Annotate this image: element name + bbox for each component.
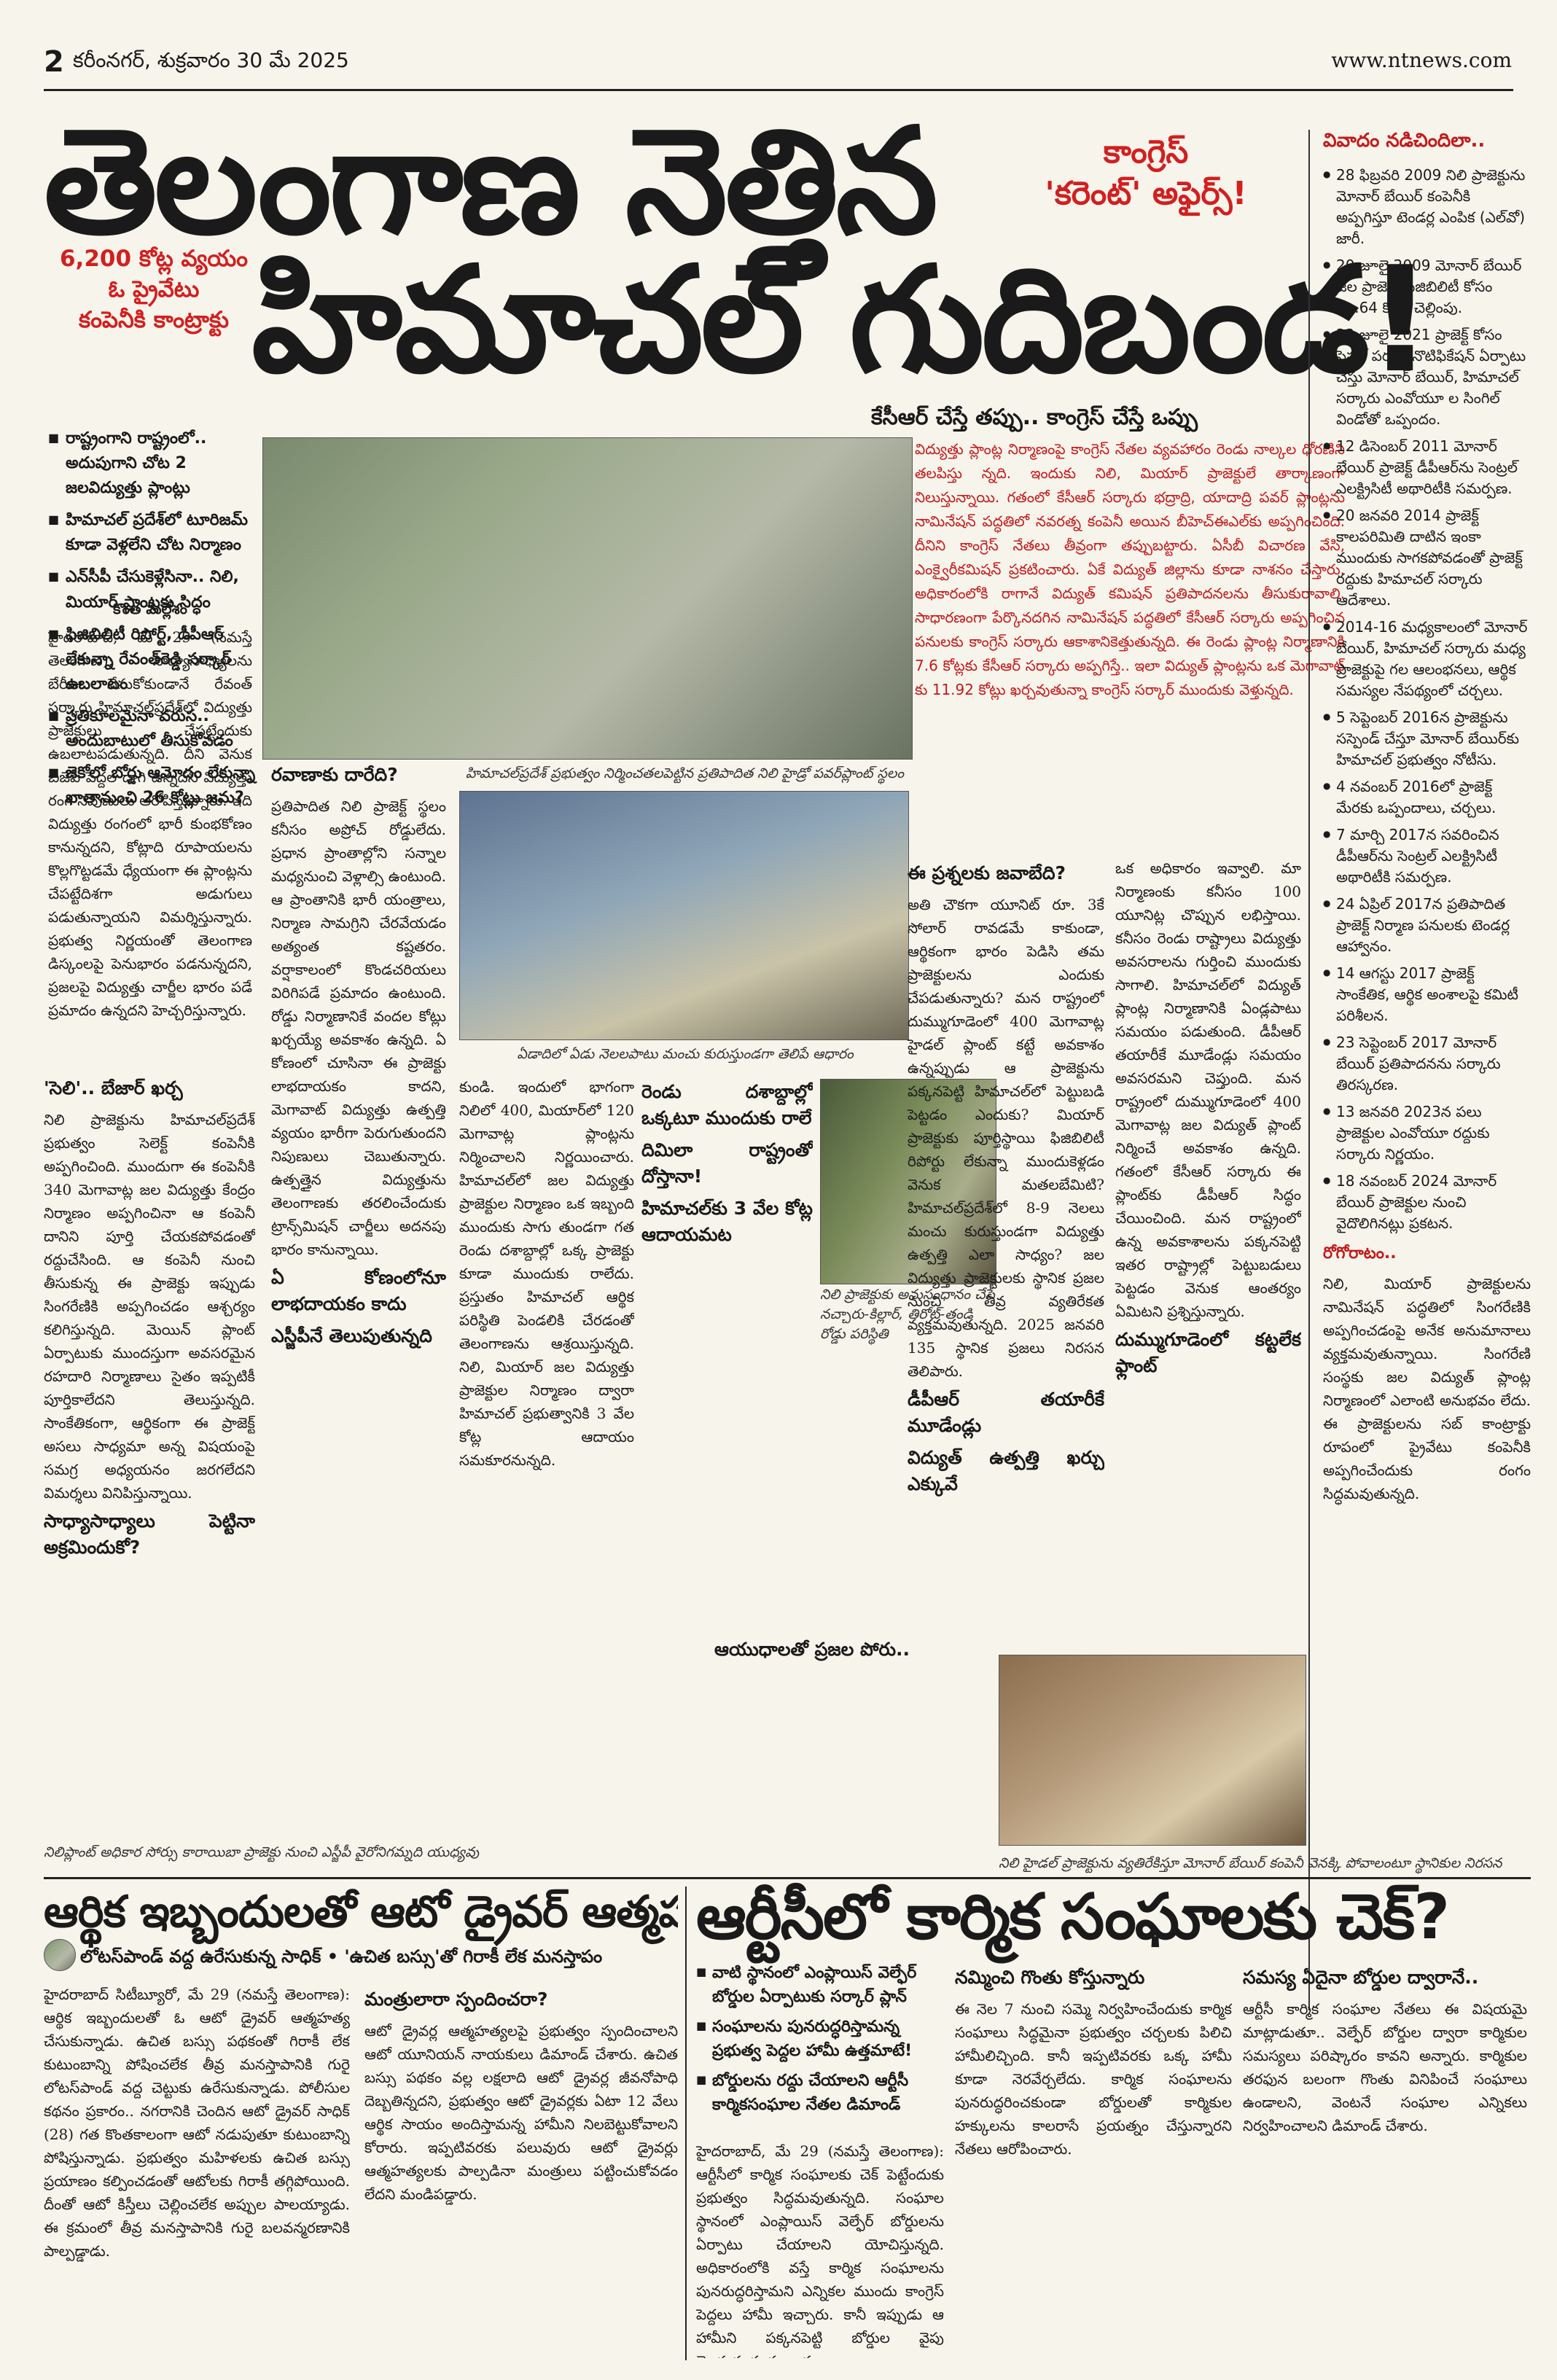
sidebar-subheading: రోగోరాటం.. (1323, 1244, 1397, 1263)
story-bullets: రాష్ట్రంగాని రాష్ట్రంలో.. అదుపుగాని చోట … (48, 426, 260, 818)
timeline-item: 23 సెప్టెంబర్ 2017 మోనార్ బేయిర్ ప్రతిపా… (1323, 1032, 1531, 1096)
column-heading: ఎస్జీపీనే తెలుపుతున్నది (271, 1325, 432, 1346)
rtc-text-2: నమ్మించి గొంతు కోస్తున్నారు ఈ నెల 7 నుంచ… (955, 1961, 1232, 2358)
column-heading: దిమిలా రాష్ట్రంతో దోస్తానా! (641, 1139, 813, 1187)
highlight-line: కంపెనీకి కాంట్రాక్టు (79, 306, 229, 333)
timeline-item: 5 సెప్టెంబర్ 2016న ప్రాజెక్టును సస్పెండ్… (1323, 707, 1531, 770)
timeline-sidebar: వివాదం నడిచిందిలా.. 28 ఫిబ్రవరి 2009 నిల… (1308, 130, 1531, 2010)
column-heading: సాధ్యాసాధ్యాలు పెట్టినా అక్రమిందుకో? (44, 1510, 255, 1558)
column-heading: హిమాచల్‌కు 3 వేల కోట్ల ఆదాయమట (641, 1198, 813, 1245)
column-4: కుండి. ఇందులో భాగంగా నిలిలో 400, మియార్‌… (459, 1075, 634, 1746)
column-5: ఈ ప్రశ్నలకు జవాబేది? అతి చౌకగా యూనిట్ రూ… (908, 857, 1104, 1709)
page-number: 2 (44, 45, 64, 79)
photo-road (820, 1079, 996, 1284)
rtc-bullets: వాటి స్థానంలో ఎంప్లాయిస్ వెల్ఫేర్ బోర్డు… (696, 1961, 944, 2123)
timeline-item: 4 నవంబర్ 2016లో ప్రాజెక్ట్ మేరకు ఒప్పందా… (1323, 776, 1531, 819)
column-heading: మంత్రులారా స్పందించరా? (364, 1989, 548, 2010)
main-headline-line2: హిమాచల్ గుదిబండ! (251, 235, 1433, 405)
story-intro: విద్యుత్తు ప్లాంట్ల నిర్మాణంపై కాంగ్రెస్… (915, 440, 1345, 698)
auto-driver-subheadline: లోటస్‌పాండ్ వద్ద ఉరేసుకున్న సాధిక్ • 'ఉచ… (80, 1946, 603, 1967)
auto-driver-text: హైదరాబాద్ సిటీబ్యూరో, మే 29 (నమస్తే తెలం… (44, 1986, 350, 2260)
section-divider (44, 1877, 1531, 1879)
column-heading: విద్యుత్ ఉత్పత్తి ఖర్చు ఎక్కువే (908, 1447, 1104, 1494)
timeline-item: 18 నవంబర్ 2024 మోనార్ బేయిర్ ప్రాజెక్టుల… (1323, 1171, 1531, 1234)
bullet-item: సంఘాలను పునరుద్ధరిస్తామన్న ప్రభుత్వ పెద్… (696, 2015, 944, 2063)
column-text: హైదరాబాద్, మే 29 (నమస్తే తెలంగాణ): సాధ్య… (48, 628, 252, 1019)
photo-caption: నిలి ప్రాజెక్టుకు అనుసంధానం చేసే నచ్చారు… (820, 1287, 995, 1342)
story-subhead: కేసీఆర్ చేస్తే తప్పు.. కాంగ్రెస్ చేస్తే … (871, 405, 1198, 430)
column-text: నిలి ప్రాజెక్టును హిమాచల్‌ప్రదేశ్ ప్రభుత… (44, 1111, 255, 1502)
timeline-item: 20 జనవరి 2014 ప్రాజెక్ట్ కాలపరిమితి దాటి… (1323, 505, 1531, 611)
column-heading: ఈ ప్రశ్నలకు జవాబేది? (908, 862, 1066, 883)
headline-kicker: కాంగ్రెస్ 'కరెంట్' అఫైర్స్! (986, 131, 1306, 214)
column-heading: డీపీఆర్ తయారీకే మూడేండ్లు (908, 1389, 1104, 1436)
column-heading: రవాణాకు దారేది? (271, 764, 398, 785)
photo-caption: నిలి హైడల్ ప్రాజెక్టును వ్యతిరేకిస్తూ మో… (999, 1855, 1502, 1871)
auto-driver-text-2: మంత్రులారా స్పందించరా? ఆటో డ్రైవర్ల ఆత్మ… (364, 1983, 678, 2362)
timeline-item: 7 మార్చి 2017న సవరించిన డీపీఆర్‌ను సెంట్… (1323, 824, 1531, 888)
bullet-item: జెకోలో బోర్డు ఆమోదం లేకున్నా ఖాతానుంచి 2… (48, 761, 260, 811)
column-divider (685, 1887, 687, 2360)
column-text: ప్రతిపాదిత నిలి ప్రాజెక్ట్ స్థలం కనీసం అ… (271, 797, 446, 1258)
timeline-item: 20 జూలై 2009 మోనార్ బేయిర్ జల ప్రాజెక్టు… (1323, 255, 1531, 319)
photo-caption: హిమాచల్‌ప్రదేశ్ ప్రభుత్వం నిర్మించతలపెట్… (465, 765, 904, 781)
timeline-item: 28 ఫిబ్రవరి 2009 నిలి ప్రాజెక్టును మోనార… (1323, 165, 1531, 249)
bullet-item: వాటి స్థానంలో ఎంప్లాయిస్ వెల్ఫేర్ బోర్డు… (696, 1961, 944, 2009)
column-heading: 'సెలి'.. బేజార్ ఖర్చ (44, 1077, 183, 1099)
column-heading: ఏ కోణంలోనూ లాభదాయకం కాదు (271, 1267, 446, 1314)
timeline-item: 14 ఆగస్టు 2017 ప్రాజెక్ట్ సాంకేతిక, ఆర్థ… (1323, 963, 1531, 1026)
highlight-line: ఓ ప్రైవేటు (108, 276, 200, 303)
bullet-item: ప్రతికూలమైనా వరుస.. అందుబాటులో తీసుకోవడం (48, 704, 260, 754)
timeline-item: 2014-16 మధ్యకాలంలో మోనార్ బేయిర్, హిమాచల… (1323, 617, 1531, 701)
column-heading: సమస్య ఏదైనా బోర్డుల ద్వారానే.. (1243, 1967, 1479, 1988)
highlight-line: 6,200 కోట్ల వ్యయం (59, 246, 249, 272)
bullet-item: హిమాచల్ ప్రదేశ్‌లో టూరిజమ్ కూడా వెళ్లలేన… (48, 508, 260, 558)
column-6: ఒక అధికారం ఇవ్వాలి. మా నిర్మాణంకు కనీసం … (1115, 857, 1301, 1651)
bullet-item: ఎన్‌సీపీ చేసుకెళ్లేసినా.. నిలి, మియార్ ప… (48, 565, 260, 614)
timeline-item: 24 ఏప్రిల్ 2017న ప్రతిపాదిత ప్రాజెక్ట్ న… (1323, 894, 1531, 957)
kicker-line1: కాంగ్రెస్ (1103, 133, 1189, 171)
timeline-item: 12 డిసెంబర్ 2011 మోనార్ బేయిర్ ప్రాజెక్ట… (1323, 436, 1531, 499)
column-text: ఈ నెల 7 నుంచి సమ్మె నిర్వహించేందుకు కార్… (955, 2000, 1232, 2158)
photo-caption: ఏడాదిలో ఏడు నెలలపాటు మంచు కురుస్తుండగా త… (517, 1046, 854, 1062)
section-heading: ఆయుధాలతో ప్రజల పోరు.. (714, 1639, 910, 1660)
column-text: ఒక అధికారం ఇవ్వాలి. మా నిర్మాణంకు కనీసం … (1115, 859, 1301, 1320)
byline: కొంత మల్లేశం (113, 600, 187, 617)
timeline-title: వివాదం నడిచిందిలా.. (1323, 130, 1486, 152)
auto-driver-headline: ఆర్థిక ఇబ్బందులతో ఆటో డ్రైవర్ ఆత్మహత్య (44, 1887, 678, 1938)
column-3: రవాణాకు దారేది? ప్రతిపాదిత నిలి ప్రాజెక్… (271, 758, 446, 1742)
column-heading: రెండు దశాబ్దాల్లో ఒక్కటూ ముందుకు రాలే (641, 1081, 813, 1128)
column-heading: నమ్మించి గొంతు కోస్తున్నారు (955, 1967, 1145, 1988)
kicker-line2: 'కరెంట్' అఫైర్స్! (1045, 175, 1247, 213)
column-1: కొంత మల్లేశం హైదరాబాద్, మే 29 (నమస్తే తె… (48, 594, 252, 1760)
column-text: ఆటో డ్రైవర్ల ఆత్మహత్యలపై ప్రభుత్వం స్పంద… (364, 2022, 678, 2203)
photo-project-site (262, 437, 913, 760)
rtc-text-3: సమస్య ఏదైనా బోర్డుల ద్వారానే.. ఆర్టీసీ క… (1243, 1961, 1527, 2358)
sidebar-text: నిలి, మియార్ ప్రాజెక్టులను నామినేషన్ పద్… (1323, 1275, 1531, 1502)
column-text: కుండి. ఇందులో భాగంగా నిలిలో 400, మియార్‌… (459, 1078, 634, 1469)
highlight-box: 6,200 కోట్ల వ్యయం ఓ ప్రైవేటు కంపెనీకి కా… (48, 244, 260, 336)
timeline-item: 13 జనవరి 2023న పలు ప్రాజెక్టుల ఎంవోయూ రద… (1323, 1101, 1531, 1165)
column-text: ఆర్టీసీ కార్మిక సంఘాల నేతలు ఈ విషయమై మాట… (1243, 2000, 1527, 2134)
top-rule (44, 89, 1513, 91)
page-date: కరీంనగర్, శుక్రవారం 30 మే 2025 (73, 48, 349, 72)
photo-protest (999, 1655, 1306, 1846)
rtc-text: హైదరాబాద్, మే 29 (నమస్తే తెలంగాణ): ఆర్టీ… (696, 2142, 944, 2358)
rtc-headline: ఆర్టీసీలో కార్మిక సంఘాలకు చెక్? (696, 1881, 1450, 1954)
photo-caption: నిలిప్లాంట్ అధికార సోర్సు కారాయిబా ప్రాజ… (44, 1844, 480, 1860)
timeline-item: 22 జూలై 2021 ప్రాజెక్ట్ కోసం సెస్టల్ పర్… (1323, 324, 1531, 430)
column-text: అతి చౌకగా యూనిట్ రూ. 3కే సోలార్ రావడమే క… (908, 896, 1104, 1380)
site-url[interactable]: www.ntnews.com (1331, 48, 1512, 72)
main-headline-line1: తెలంగాణ నెత్తిన (44, 97, 938, 267)
bullet-item: రాష్ట్రంగాని రాష్ట్రంలో.. అదుపుగాని చోట … (48, 426, 260, 501)
column-4b: రెండు దశాబ్దాల్లో ఒక్కటూ ముందుకు రాలే ది… (641, 1075, 813, 1746)
column-heading: దుమ్ముగూడెంలో కట్టలేక ఫ్లాంట్ (1115, 1329, 1301, 1376)
bullet-item: బోర్డులను రద్దు చేయాలని ఆర్టీసీ కార్మికస… (696, 2069, 944, 2117)
auto-driver-photo (44, 1939, 76, 1971)
bullet-item: ఫిజిబిలిటీ రిపోర్ట్, డీపీఆర్ లేకున్నా రే… (48, 623, 260, 697)
column-2: 'సెలి'.. బేజార్ ఖర్చ నిలి ప్రాజెక్టును హ… (44, 1072, 255, 1742)
photo-snow (459, 791, 909, 1040)
